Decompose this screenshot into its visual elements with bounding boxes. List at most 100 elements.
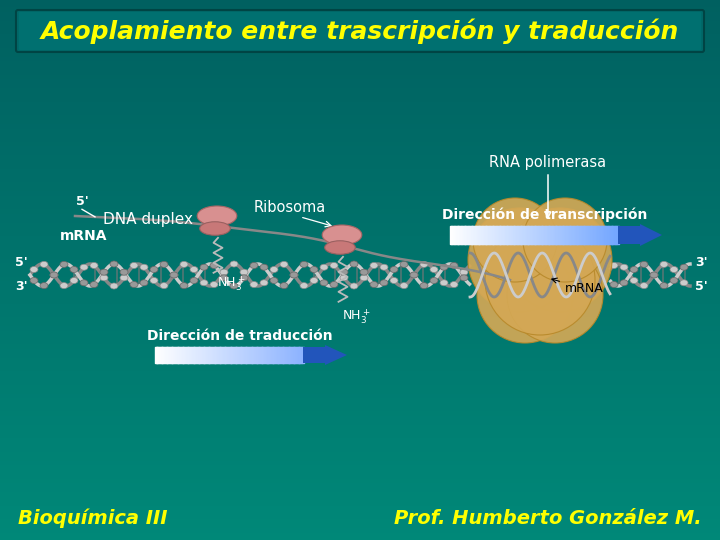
Bar: [0, 238, 720, 239]
Bar: [0, 60, 720, 61]
Bar: [0, 409, 720, 410]
Ellipse shape: [330, 281, 338, 287]
Bar: [0, 471, 720, 472]
Bar: [0, 124, 720, 125]
Bar: [0, 141, 720, 142]
Bar: [0, 338, 720, 339]
Bar: [0, 96, 720, 97]
Bar: [0, 444, 720, 445]
Bar: [0, 301, 720, 302]
Ellipse shape: [100, 269, 108, 275]
Bar: [0, 274, 720, 275]
Bar: [0, 84, 720, 85]
Bar: [0, 431, 720, 432]
Ellipse shape: [170, 272, 178, 278]
Bar: [0, 55, 720, 56]
Bar: [0, 463, 720, 464]
Bar: [0, 298, 720, 299]
Bar: [0, 74, 720, 75]
Bar: [0, 513, 720, 514]
Bar: [0, 380, 720, 381]
Bar: [0, 92, 720, 93]
Bar: [0, 451, 720, 452]
Ellipse shape: [350, 261, 358, 267]
Bar: [0, 36, 720, 37]
Bar: [0, 86, 720, 87]
Bar: [0, 37, 720, 38]
Bar: [0, 329, 720, 330]
Bar: [0, 123, 720, 124]
Bar: [0, 311, 720, 312]
Bar: [0, 101, 720, 102]
Bar: [0, 257, 720, 258]
Bar: [0, 289, 720, 290]
Bar: [0, 340, 720, 341]
Bar: [0, 151, 720, 152]
Bar: [0, 346, 720, 347]
Bar: [0, 69, 720, 70]
Bar: [0, 237, 720, 238]
Bar: [0, 326, 720, 327]
Bar: [0, 225, 720, 226]
Bar: [0, 105, 720, 106]
Ellipse shape: [650, 272, 658, 278]
Ellipse shape: [630, 278, 638, 284]
Ellipse shape: [460, 269, 468, 275]
Bar: [0, 516, 720, 517]
Bar: [0, 512, 720, 513]
Bar: [0, 422, 720, 423]
Bar: [0, 81, 720, 82]
Bar: [0, 186, 720, 187]
Ellipse shape: [310, 278, 318, 284]
Ellipse shape: [390, 278, 398, 284]
Bar: [0, 383, 720, 384]
Bar: [0, 99, 720, 100]
Ellipse shape: [660, 282, 668, 288]
Ellipse shape: [250, 262, 258, 268]
Bar: [0, 483, 720, 484]
Bar: [0, 184, 720, 185]
Bar: [0, 493, 720, 494]
Bar: [0, 356, 720, 357]
Bar: [0, 308, 720, 309]
Bar: [0, 232, 720, 233]
Bar: [0, 158, 720, 159]
Ellipse shape: [210, 262, 218, 268]
Bar: [0, 193, 720, 194]
Bar: [0, 179, 720, 180]
Bar: [0, 246, 720, 247]
Bar: [0, 377, 720, 378]
Ellipse shape: [90, 262, 98, 268]
Text: Prof. Humberto González M.: Prof. Humberto González M.: [395, 509, 702, 528]
Bar: [0, 38, 720, 39]
Text: 5': 5': [76, 195, 89, 208]
Bar: [0, 0, 720, 1]
Bar: [0, 180, 720, 181]
Bar: [0, 442, 720, 443]
FancyArrow shape: [303, 345, 347, 365]
Bar: [0, 121, 720, 122]
Bar: [0, 349, 720, 350]
Ellipse shape: [450, 281, 458, 287]
Bar: [0, 312, 720, 313]
Bar: [0, 403, 720, 404]
Bar: [0, 316, 720, 317]
Bar: [0, 319, 720, 320]
Bar: [0, 313, 720, 314]
Circle shape: [473, 198, 557, 282]
Bar: [0, 97, 720, 98]
Bar: [0, 293, 720, 294]
Bar: [0, 268, 720, 269]
Ellipse shape: [640, 282, 648, 288]
Bar: [0, 324, 720, 325]
Bar: [0, 332, 720, 333]
Bar: [0, 497, 720, 498]
Circle shape: [468, 208, 572, 312]
Bar: [0, 109, 720, 110]
Bar: [0, 464, 720, 465]
Bar: [0, 494, 720, 495]
Bar: [0, 510, 720, 511]
Bar: [0, 177, 720, 178]
Bar: [0, 479, 720, 480]
Bar: [0, 528, 720, 529]
